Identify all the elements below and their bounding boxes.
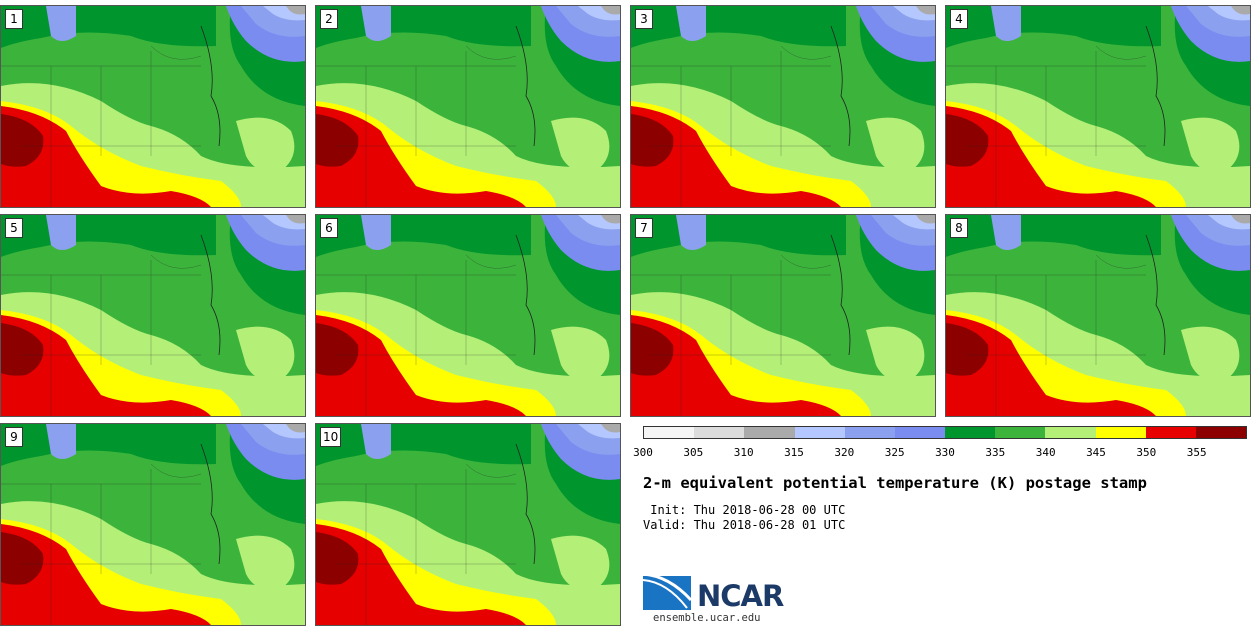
- colorbar-tick-label: 310: [733, 446, 754, 459]
- member-number-label: 10: [320, 427, 342, 447]
- chart-title: 2-m equivalent potential temperature (K)…: [643, 474, 1147, 492]
- colorbar-swatch: [744, 427, 795, 438]
- logo-text: NCAR: [697, 579, 784, 613]
- colorbar-tick-label: 350: [1136, 446, 1157, 459]
- colorbar-tick-label: 325: [884, 446, 905, 459]
- postage-stamp-panel: 10: [315, 423, 621, 626]
- postage-stamp-panel: 4: [945, 5, 1251, 208]
- colorbar-tick-label: 335: [985, 446, 1006, 459]
- colorbar-tick-label: 330: [935, 446, 955, 459]
- colorbar-tick-label: 315: [784, 446, 804, 459]
- member-number-label: 4: [950, 9, 968, 29]
- colorbar-swatch: [995, 427, 1046, 438]
- member-number-label: 8: [950, 218, 968, 238]
- colorbar-swatch: [1045, 427, 1096, 438]
- member-number-label: 2: [320, 9, 338, 29]
- postage-stamp-panel: 5: [0, 214, 306, 417]
- init-time: Init: Thu 2018-06-28 00 UTC: [643, 503, 846, 517]
- member-number-label: 1: [5, 9, 23, 29]
- postage-stamp-panel: 1: [0, 5, 306, 208]
- member-number-label: 5: [5, 218, 23, 238]
- colorbar-swatch: [894, 427, 946, 438]
- colorbar-swatch: [1195, 427, 1247, 438]
- colorbar-tick-label: 355: [1186, 446, 1207, 459]
- postage-stamp-panel: 7: [630, 214, 936, 417]
- member-number-label: 7: [635, 218, 653, 238]
- colorbar-swatch: [794, 427, 845, 438]
- member-number-label: 6: [320, 218, 338, 238]
- valid-time: Valid: Thu 2018-06-28 01 UTC: [643, 518, 846, 532]
- member-number-label: 3: [635, 9, 653, 29]
- colorbar-tick-label: 320: [834, 446, 855, 459]
- colorbar-swatch: [1145, 427, 1196, 438]
- colorbar-swatch: [945, 427, 996, 438]
- colorbar-tick-label: 345: [1086, 446, 1106, 459]
- colorbar-swatch: [644, 427, 695, 438]
- colorbar-tick-label: 305: [683, 446, 704, 459]
- colorbar-tick-label: 340: [1035, 446, 1056, 459]
- postage-stamp-panel: 2: [315, 5, 621, 208]
- colorbar-tick-label: 300: [633, 446, 653, 459]
- postage-stamp-panel: 8: [945, 214, 1251, 417]
- postage-stamp-panel: 6: [315, 214, 621, 417]
- ncar-logo-icon: [643, 572, 693, 610]
- colorbar-swatch: [694, 427, 745, 438]
- postage-stamp-panel: 9: [0, 423, 306, 626]
- colorbar-swatch: [844, 427, 895, 438]
- colorbar-swatch: [1095, 427, 1146, 438]
- member-number-label: 9: [5, 427, 23, 447]
- colorbar: [643, 426, 1247, 439]
- site-url: ensemble.ucar.edu: [653, 612, 761, 624]
- postage-stamp-panel: 3: [630, 5, 936, 208]
